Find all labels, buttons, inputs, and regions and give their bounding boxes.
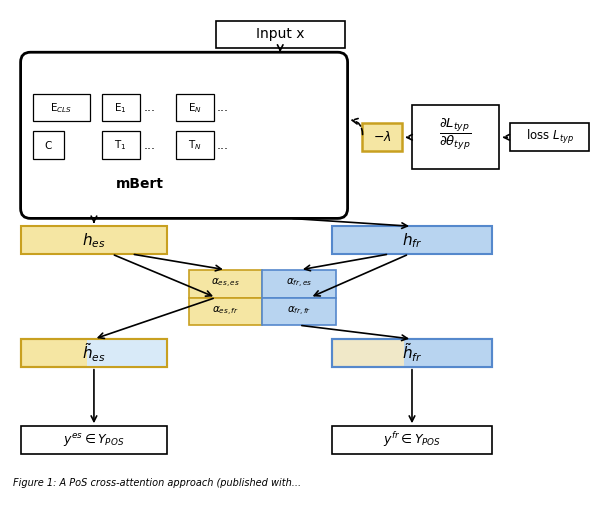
Text: $\alpha_{es,fr}$: $\alpha_{es,fr}$ [212,305,239,318]
Text: $\mathrm{T}_{1}$: $\mathrm{T}_{1}$ [115,138,127,152]
Bar [21,339,167,367]
Bar [21,339,167,367]
Text: $h_{fr}$: $h_{fr}$ [402,231,422,249]
Text: $\alpha_{fr,es}$: $\alpha_{fr,es}$ [286,277,312,290]
Bar [176,94,214,121]
Bar [216,21,345,48]
Text: $y^{fr} \in Y_{POS}$: $y^{fr} \in Y_{POS}$ [383,430,441,450]
Text: $\alpha_{es,es}$: $\alpha_{es,es}$ [211,277,240,290]
Text: $\alpha_{fr,fr}$: $\alpha_{fr,fr}$ [287,305,311,318]
Bar [331,226,492,254]
Text: ...: ... [144,139,155,152]
Bar [87,339,167,367]
Bar [102,94,139,121]
Text: $\tilde{h}_{es}$: $\tilde{h}_{es}$ [82,341,106,364]
Text: Figure 1: A PoS cross-attention approach (published with...: Figure 1: A PoS cross-attention approach… [13,479,301,489]
Bar [21,426,167,454]
Bar [331,426,492,454]
Text: $\mathrm{T}_{N}$: $\mathrm{T}_{N}$ [188,138,202,152]
Bar [331,339,492,367]
Bar [404,339,492,367]
Text: mBert: mBert [116,177,164,191]
Bar [262,270,336,298]
Bar [176,132,214,159]
Text: $\mathrm{E}_{1}$: $\mathrm{E}_{1}$ [115,101,127,114]
Bar [102,132,139,159]
Text: $\mathrm{E}_{CLS}$: $\mathrm{E}_{CLS}$ [50,101,72,114]
Bar [189,270,262,298]
Text: $\mathrm{C}$: $\mathrm{C}$ [44,139,53,151]
Text: Input x: Input x [256,27,304,42]
Bar [21,226,167,254]
FancyBboxPatch shape [21,52,348,218]
Bar [510,123,590,151]
Text: $\dfrac{\partial L_{typ}}{\partial \theta_{typ}}$: $\dfrac{\partial L_{typ}}{\partial \thet… [439,117,471,152]
Bar [262,298,336,325]
Text: ...: ... [144,101,155,114]
Text: $\tilde{h}_{fr}$: $\tilde{h}_{fr}$ [402,341,422,364]
Bar [33,94,90,121]
Bar [33,132,64,159]
Bar [412,105,499,169]
Text: $\mathrm{E}_{N}$: $\mathrm{E}_{N}$ [188,101,202,114]
Text: $-\lambda$: $-\lambda$ [373,130,391,144]
Text: $\mathrm{loss}\ L_{typ}$: $\mathrm{loss}\ L_{typ}$ [526,129,574,146]
Text: ...: ... [217,139,228,152]
Bar [362,123,402,151]
Text: $y^{es} \in Y_{POS}$: $y^{es} \in Y_{POS}$ [63,431,125,449]
Bar [331,339,492,367]
Text: $h_{es}$: $h_{es}$ [82,231,105,249]
Bar [189,298,262,325]
Text: ...: ... [217,101,228,114]
